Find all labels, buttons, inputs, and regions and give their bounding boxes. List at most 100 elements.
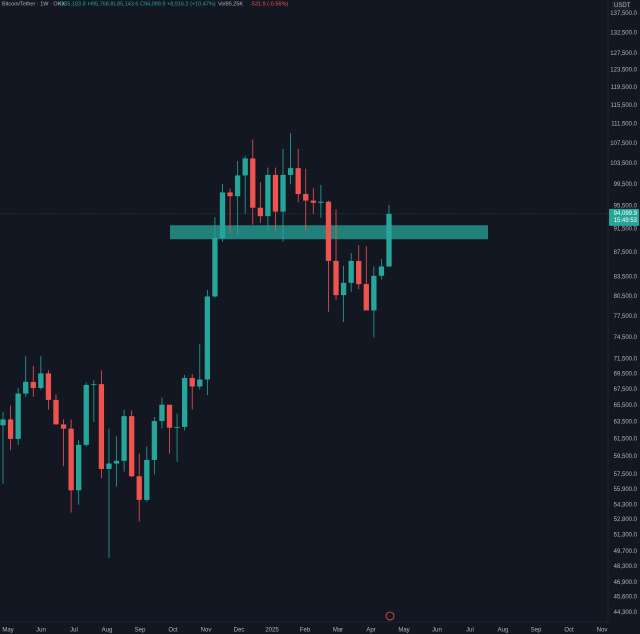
candle-body [242,158,248,176]
candle-body [272,174,279,212]
candle-body [204,296,211,380]
last-price-label: 94,099.9 [614,211,638,217]
currency-box [612,1,630,10]
x-tick-label: 2025 [265,628,279,634]
y-tick-label: 91,500.0 [614,226,638,232]
x-tick-label: May [2,628,13,634]
header-close: C94,099.9 [140,1,165,7]
y-tick-label: 44,300.0 [614,610,638,616]
y-tick-label: 127,500.0 [610,51,637,57]
y-tick-label: 119,500.0 [611,85,638,91]
y-tick-label: 67,500.0 [614,387,638,393]
candle-body [121,416,127,461]
candle-body [136,476,142,500]
y-tick-label: 80,500.0 [614,294,638,300]
candle-body [53,399,59,425]
y-tick-label: 45,600.0 [614,595,638,601]
y-tick-label: 115,500.0 [611,103,638,109]
candle-body [30,381,36,389]
candle-body [76,444,82,491]
x-tick-label: Oct [564,628,574,634]
candle-body [106,463,112,469]
event-icon[interactable] [385,611,395,621]
y-tick-label: 61,500.0 [614,436,638,442]
candle-body [333,260,339,296]
y-tick-label: 107,500.0 [610,141,637,147]
header-open: O85,183.8 [60,1,86,7]
candle-body [45,373,52,400]
y-tick-label: 99,500.0 [614,182,638,188]
y-tick-label: 87,500.0 [614,250,638,256]
candle-body [234,175,241,197]
header-low: L85,143.6 [114,1,138,7]
y-tick-label: 71,500.0 [614,357,638,363]
candle-body [159,404,165,422]
y-tick-label: 103,500.0 [610,161,637,167]
candle-body [340,282,347,296]
candle-body [348,260,354,283]
y-tick-label: 51,300.0 [614,532,638,538]
countdown: 15:49:53 [614,218,638,224]
x-tick-label: Nov [201,628,212,634]
x-tick-label: Jun [432,628,442,634]
header-volume-change: -531.9 (-0.56%) [250,1,288,7]
candle-body [23,381,29,394]
x-tick-label: Feb [300,628,311,634]
candle-body [83,384,89,445]
x-tick-label: Jul [466,628,474,634]
y-tick-label: 123,500.0 [610,68,637,74]
candle-body [287,168,294,175]
x-tick-label: Aug [102,628,113,634]
x-tick-label: Apr [366,628,375,634]
candle-body [227,192,233,197]
candle-body [166,404,173,428]
candle-body [356,260,362,285]
candle-body [318,201,324,203]
y-tick-label: 111,500.0 [611,122,637,128]
candle-body [60,424,67,429]
candle-body [363,284,369,311]
y-tick-label: 77,500.0 [614,314,638,320]
candle-body [386,213,392,267]
candle-body [295,168,301,195]
candle-body [219,192,226,239]
candle-body [197,379,203,387]
y-tick-label: 74,500.0 [614,335,638,341]
y-tick-label: 59,500.0 [614,454,638,460]
candle-body [144,459,150,500]
y-tick-label: 65,500.0 [614,403,638,409]
candle-body [129,416,135,477]
candle-body [181,377,188,427]
header-change: +8,916.2 (+10.47%) [167,1,216,7]
candle-body [212,238,218,297]
candle-body [189,377,195,387]
candle-body [325,201,332,261]
x-tick-label: Jul [70,628,78,634]
y-tick-label: 132,500.0 [610,30,637,36]
x-tick-label: Oct [168,628,178,634]
y-tick-label: 95,500.0 [614,204,638,210]
candle-body [91,384,97,385]
x-tick-label: Nov [597,628,608,634]
x-tick-label: Sep [531,628,542,634]
y-tick-label: 48,300.0 [614,564,638,570]
y-tick-label: 52,800.0 [614,517,638,523]
header-volume: Vol95.25K [218,1,243,7]
candle-body [250,158,256,208]
currency[interactable]: USDT [614,3,631,9]
candle-body [98,384,105,469]
candle-body [68,428,74,491]
y-tick-label: 55,900.0 [614,487,638,493]
header-high: H95,768.8 [88,1,113,7]
candle-body [7,419,14,439]
y-tick-label: 57,500.0 [614,472,638,478]
x-tick-label: Jun [36,628,46,634]
y-tick-label: 69,500.0 [614,372,638,378]
candle-body [38,373,44,389]
x-tick-label: Sep [135,628,146,634]
candle-body [0,419,6,426]
candle-body [257,207,263,217]
y-tick-label: 63,500.0 [614,420,638,426]
